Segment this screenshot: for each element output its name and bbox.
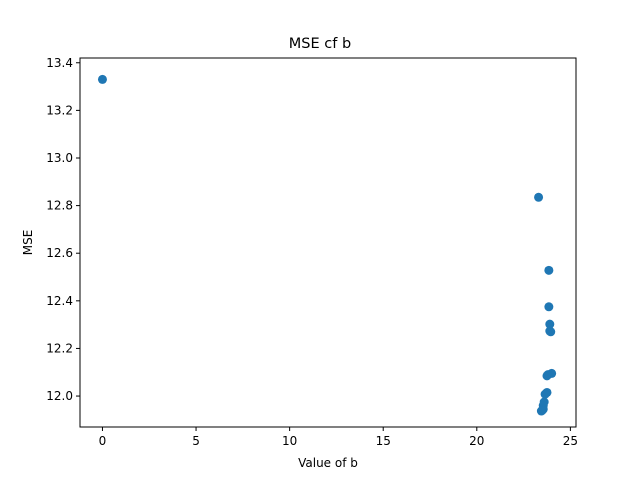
- x-tick-label: 20: [469, 434, 484, 448]
- scatter-point: [542, 371, 552, 381]
- scatter-point: [544, 265, 554, 275]
- scatter-point: [534, 192, 544, 202]
- chart-title: MSE cf b: [289, 36, 351, 52]
- y-tick-label: 12.8: [46, 199, 73, 213]
- y-tick-label: 13.2: [46, 103, 73, 117]
- x-tick-label: 25: [563, 434, 578, 448]
- y-tick-label: 12.4: [46, 294, 73, 308]
- scatter-point: [536, 406, 546, 416]
- x-tick-label: 15: [376, 434, 391, 448]
- ticks-layer: 0 5 10 15 20 25 12.0 12.2 12.4 12.6 12.8 13.0 13.2 13…: [46, 56, 578, 448]
- x-tick-label: 0: [99, 434, 107, 448]
- y-tick-label: 12.6: [46, 246, 73, 260]
- y-axis-title: MSE: [21, 230, 35, 256]
- x-axis-title: Value of b: [298, 456, 358, 470]
- y-tick-label: 13.0: [46, 151, 73, 165]
- x-tick-label: 10: [282, 434, 297, 448]
- scatter-point: [544, 302, 554, 312]
- y-tick-label: 12.2: [46, 341, 73, 355]
- scatter-point: [546, 327, 556, 337]
- y-tick-label: 13.4: [46, 56, 73, 70]
- scatter-point: [97, 74, 107, 84]
- x-tick-label: 5: [192, 434, 200, 448]
- plot-frame: [79, 57, 577, 428]
- scatter-point: [545, 319, 555, 329]
- scatter-point: [540, 389, 550, 399]
- y-tick-label: 12.0: [46, 389, 73, 403]
- points-layer: [97, 74, 557, 416]
